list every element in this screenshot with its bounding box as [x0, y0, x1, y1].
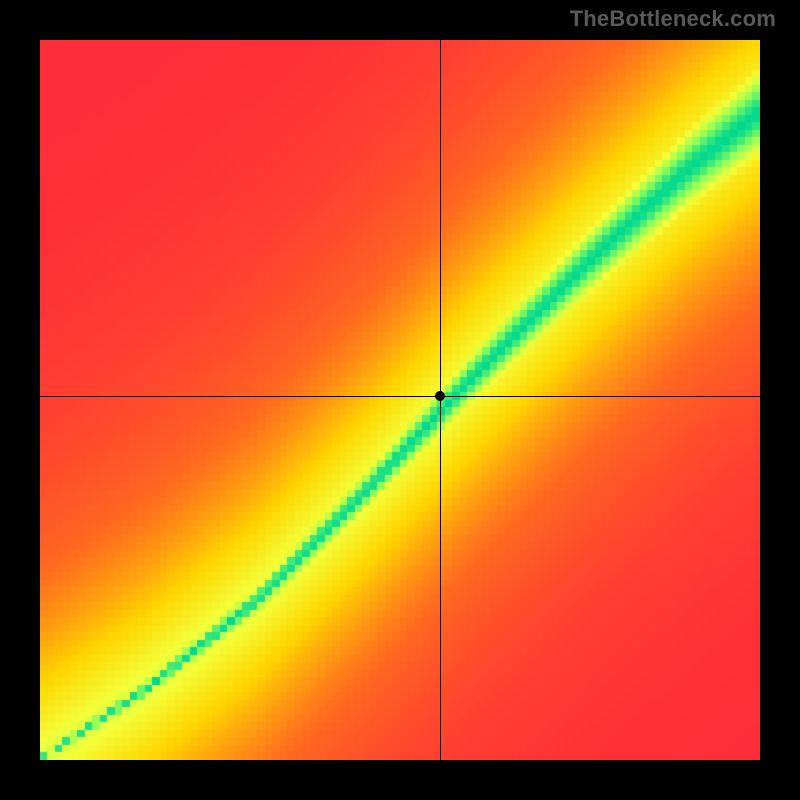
chart-frame: TheBottleneck.com — [0, 0, 800, 800]
crosshair-horizontal — [40, 396, 760, 397]
heatmap-plot — [40, 40, 760, 760]
crosshair-marker — [435, 391, 445, 401]
heatmap-canvas — [40, 40, 760, 760]
watermark-text: TheBottleneck.com — [570, 6, 776, 32]
